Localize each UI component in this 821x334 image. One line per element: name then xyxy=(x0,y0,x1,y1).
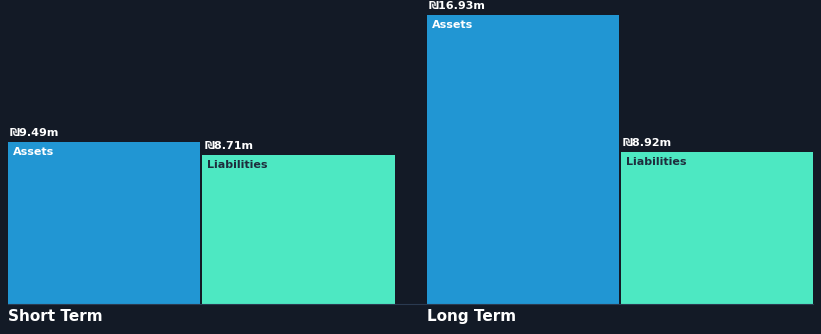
Text: Liabilities: Liabilities xyxy=(207,160,268,170)
Text: Assets: Assets xyxy=(13,147,54,157)
Text: Short Term: Short Term xyxy=(8,309,103,324)
Bar xyxy=(426,15,619,304)
Bar xyxy=(8,142,200,304)
Text: Long Term: Long Term xyxy=(426,309,516,324)
Text: Assets: Assets xyxy=(432,20,473,30)
Text: ₪9.49m: ₪9.49m xyxy=(10,128,59,138)
Bar xyxy=(202,155,395,304)
Text: ₪8.71m: ₪8.71m xyxy=(204,141,253,151)
Text: Liabilities: Liabilities xyxy=(626,157,686,167)
Text: ₪16.93m: ₪16.93m xyxy=(429,1,485,11)
Text: ₪8.92m: ₪8.92m xyxy=(623,138,672,148)
Bar xyxy=(621,152,813,304)
